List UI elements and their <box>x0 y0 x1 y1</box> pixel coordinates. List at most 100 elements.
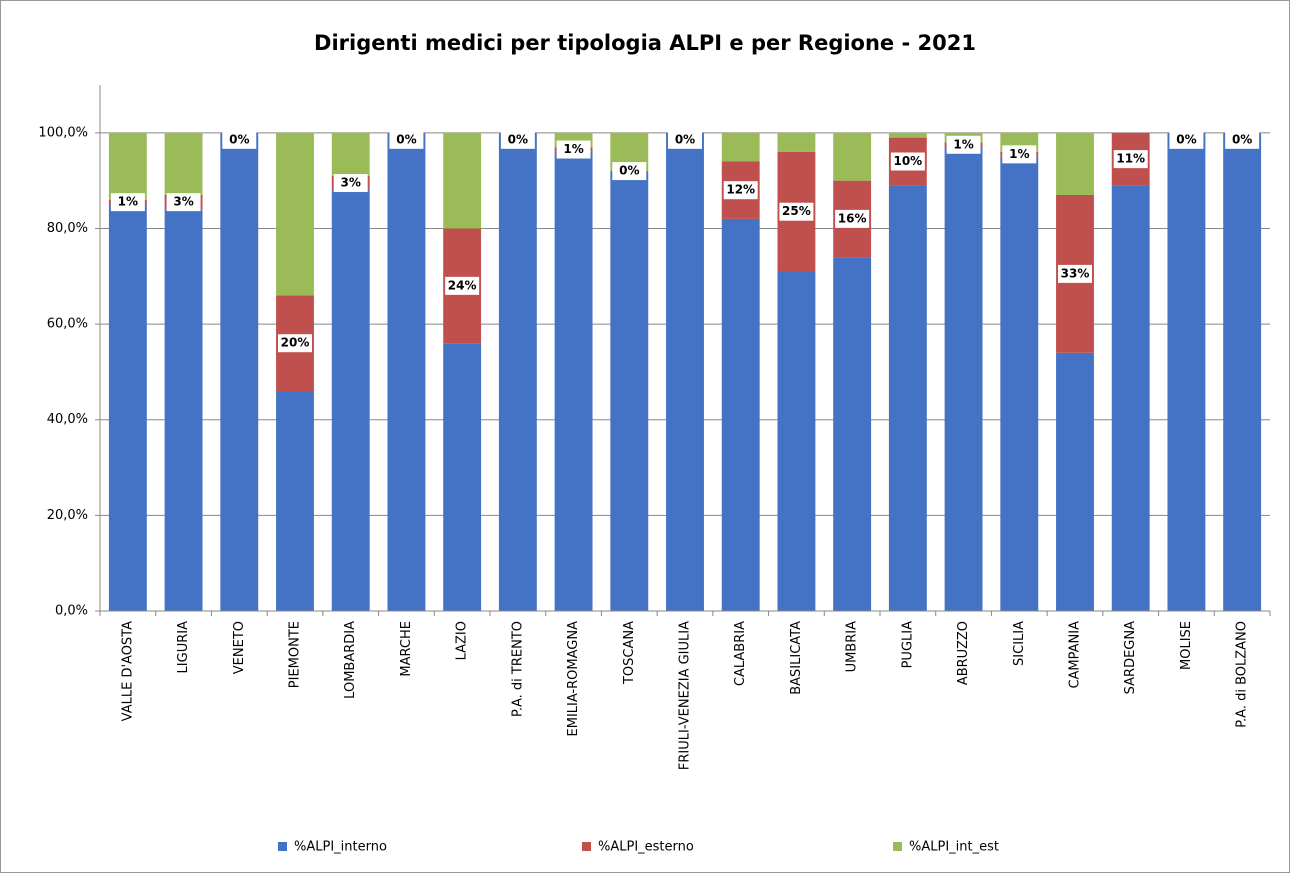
legend-swatch <box>582 842 591 851</box>
data-label-box <box>222 130 257 149</box>
y-tick-label: 0,0% <box>55 604 88 619</box>
data-label-box <box>779 202 814 221</box>
chart-title: Dirigenti medici per tipologia ALPI e pe… <box>314 31 976 55</box>
data-label-box <box>1225 130 1260 149</box>
bar-segment <box>276 391 314 611</box>
data-label: 0% <box>1176 132 1196 146</box>
x-tick-label: FRIULI-VENEZIA GIULIA <box>678 621 693 770</box>
data-label: 0% <box>675 132 695 146</box>
data-label-box <box>333 174 368 193</box>
data-label: 0% <box>1232 132 1252 146</box>
data-label: 25% <box>782 204 811 218</box>
data-label: 0% <box>508 132 528 146</box>
bar-segment <box>498 132 537 611</box>
y-tick-label: 40,0% <box>47 412 88 427</box>
x-tick-label: P.A. di BOLZANO <box>1235 621 1250 728</box>
bar-segment <box>1167 132 1206 611</box>
x-tick-label: VENETO <box>232 621 247 674</box>
data-label-box <box>556 140 591 159</box>
bar-segment <box>108 132 147 200</box>
data-label-box <box>835 209 870 228</box>
bar-segment <box>833 132 872 181</box>
legend-label: %ALPI_int_est <box>909 840 999 855</box>
x-tick-label: CALABRIA <box>733 621 748 686</box>
data-label-box <box>946 135 981 154</box>
bar-segment <box>108 204 147 611</box>
x-tick-label: MOLISE <box>1179 621 1194 670</box>
data-label: 33% <box>1061 266 1090 280</box>
data-label: 0% <box>229 132 249 146</box>
data-label-box <box>723 181 758 200</box>
x-tick-label: PIEMONTE <box>288 621 303 688</box>
bar-segment <box>944 147 983 611</box>
x-tick-label: MARCHE <box>399 621 414 677</box>
x-tick-label: LOMBARDIA <box>343 621 358 699</box>
data-label: 1% <box>953 137 973 151</box>
bar-segment <box>331 190 370 611</box>
data-label-box <box>278 334 312 353</box>
data-label: 24% <box>448 278 477 292</box>
data-label-box <box>668 130 702 149</box>
data-label: 0% <box>396 132 416 146</box>
bar-segment <box>721 132 760 162</box>
data-label: 10% <box>893 154 922 168</box>
bar-segment <box>1111 185 1150 611</box>
x-tick-label: P.A. di TRENTO <box>510 621 525 717</box>
bar-segment <box>888 185 927 611</box>
y-tick-label: 60,0% <box>47 317 88 332</box>
data-label: 3% <box>173 195 193 209</box>
data-label-box <box>1058 264 1092 283</box>
data-label: 20% <box>281 336 310 350</box>
legend-swatch <box>278 842 287 851</box>
y-tick-label: 20,0% <box>47 508 88 523</box>
bar-segment <box>610 171 649 611</box>
bar-segment <box>164 132 203 195</box>
data-label: 11% <box>1116 152 1145 166</box>
data-label: 3% <box>341 176 361 190</box>
x-tick-label: ABRUZZO <box>956 621 971 685</box>
x-tick-label: SARDEGNA <box>1123 621 1138 694</box>
data-label-box <box>500 130 535 149</box>
data-label: 0% <box>619 164 639 178</box>
x-tick-label: UMBRIA <box>845 621 860 673</box>
bar-segment <box>387 132 426 611</box>
x-tick-label: LIGURIA <box>176 621 191 674</box>
data-label-box <box>166 193 201 212</box>
data-label: 12% <box>726 183 755 197</box>
legend-swatch <box>893 842 902 851</box>
bar-segment <box>331 132 370 176</box>
bar-segment <box>721 218 760 611</box>
bar-segment <box>777 271 816 611</box>
x-tick-label: PUGLIA <box>900 621 915 669</box>
data-label: 16% <box>838 211 867 225</box>
bar-segment <box>1000 156 1039 611</box>
bar-segment <box>888 132 927 138</box>
data-label-box <box>1169 130 1204 149</box>
bar-segment <box>1056 132 1094 195</box>
bar-segment <box>1223 132 1262 611</box>
y-tick-label: 80,0% <box>47 221 88 236</box>
data-label-box <box>612 162 647 181</box>
data-label-box <box>1002 145 1037 164</box>
bar-segment <box>833 257 872 611</box>
data-label-box <box>1113 150 1148 169</box>
x-tick-label: EMILIA-ROMAGNA <box>566 621 581 737</box>
bar-segment <box>276 132 314 296</box>
bar-segment <box>443 343 482 611</box>
bar-segment <box>164 209 203 611</box>
bar-segment <box>666 132 704 611</box>
data-label: 1% <box>118 195 138 209</box>
x-tick-label: VALLE D'AOSTA <box>120 621 135 721</box>
legend-label: %ALPI_esterno <box>598 840 694 855</box>
x-tick-label: BASILICATA <box>789 621 804 695</box>
data-label-box <box>389 130 424 149</box>
bar-segment <box>777 132 816 152</box>
bar-segment <box>554 151 593 612</box>
x-tick-label: CAMPANIA <box>1068 621 1083 689</box>
legend-label: %ALPI_interno <box>294 840 387 855</box>
y-tick-label: 100,0% <box>38 125 88 140</box>
data-label: 1% <box>563 142 583 156</box>
x-tick-label: LAZIO <box>455 621 470 660</box>
bar-segment <box>443 132 482 229</box>
